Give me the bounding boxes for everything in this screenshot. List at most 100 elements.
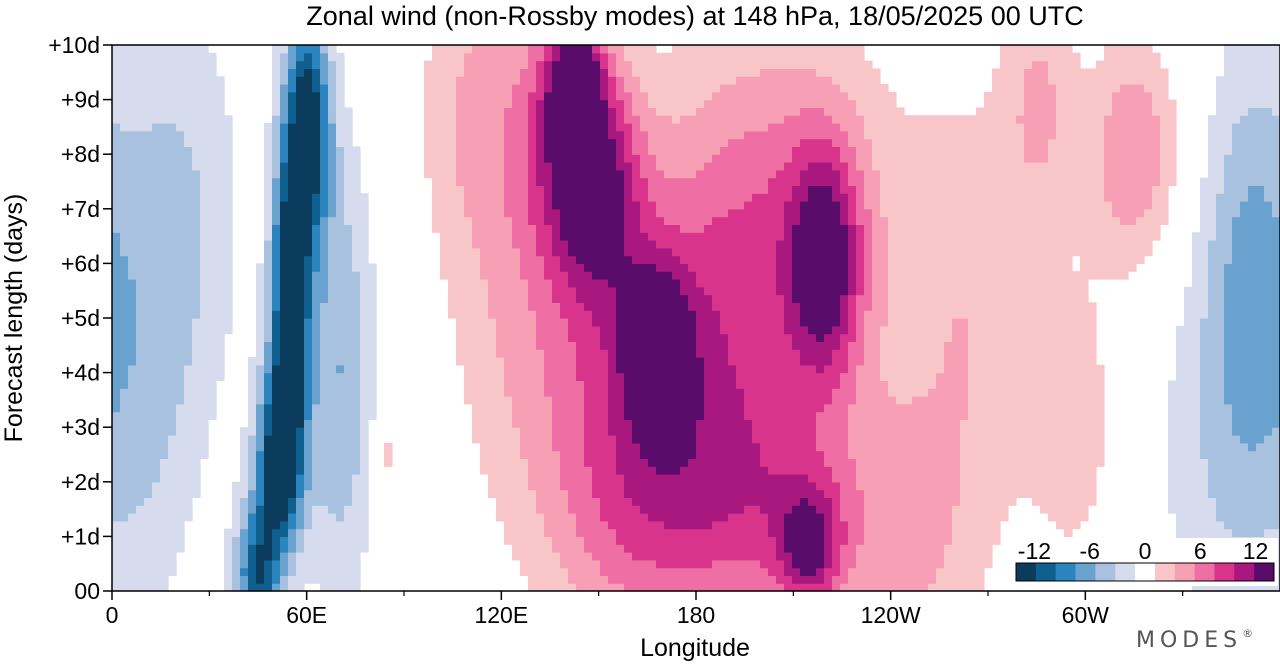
heatmap-cell [296, 474, 305, 483]
heatmap-cell [880, 567, 889, 576]
heatmap-cell [712, 474, 721, 483]
heatmap-cell [616, 341, 625, 350]
heatmap-cell [1184, 403, 1193, 413]
heatmap-cell [584, 318, 593, 327]
heatmap-cell [896, 466, 905, 475]
heatmap-cell [1200, 271, 1209, 280]
heatmap-cell [1256, 341, 1265, 350]
heatmap-cell [552, 474, 561, 483]
heatmap-cell [1256, 528, 1265, 537]
heatmap-cell [1176, 388, 1185, 397]
heatmap-cell [1040, 364, 1049, 374]
heatmap-cell [768, 318, 777, 327]
heatmap-cell [984, 341, 993, 350]
heatmap-cell [488, 450, 497, 459]
heatmap-cell [1008, 474, 1017, 483]
heatmap-cell [560, 333, 569, 342]
heatmap-cell [360, 450, 369, 459]
heatmap-cell [992, 458, 1001, 467]
heatmap-cell [872, 458, 881, 467]
heatmap-cell [1248, 333, 1257, 342]
heatmap-cell [736, 271, 745, 280]
heatmap-cell [720, 333, 729, 342]
heatmap-cell [544, 372, 553, 381]
heatmap-cell [912, 403, 921, 413]
heatmap-cell [608, 372, 617, 381]
heatmap-cell [504, 489, 513, 498]
heatmap-cell [168, 466, 177, 475]
heatmap-cell [168, 536, 177, 545]
heatmap-cell [560, 279, 569, 288]
heatmap-cell [1040, 474, 1049, 483]
heatmap-cell [320, 349, 329, 358]
heatmap-cell [1008, 325, 1017, 335]
heatmap-cell [568, 255, 577, 264]
heatmap-cell [1088, 442, 1097, 452]
heatmap-cell [784, 325, 793, 335]
heatmap-cell [128, 271, 137, 280]
heatmap-cell [168, 435, 177, 444]
heatmap-cell [560, 552, 569, 561]
heatmap-cell [272, 450, 281, 459]
heatmap-cell [1232, 364, 1241, 374]
heatmap-cell [504, 458, 513, 467]
heatmap-cell [1264, 349, 1273, 358]
heatmap-cell [1024, 255, 1033, 264]
heatmap-cell [792, 294, 801, 303]
heatmap-cell [944, 279, 953, 288]
heatmap-cell [1232, 388, 1241, 397]
heatmap-cell [832, 271, 841, 280]
heatmap-cell [176, 333, 185, 342]
heatmap-cell [512, 380, 521, 389]
heatmap-cell [888, 357, 897, 366]
heatmap-cell [184, 325, 193, 335]
heatmap-cell [792, 403, 801, 413]
heatmap-cell [1016, 466, 1025, 475]
heatmap-cell [752, 481, 761, 491]
heatmap-cell [496, 341, 505, 350]
heatmap-cell [576, 310, 585, 319]
heatmap-cell [584, 489, 593, 498]
heatmap-cell [240, 435, 249, 444]
heatmap-cell [912, 435, 921, 444]
heatmap-cell [808, 575, 817, 584]
heatmap-cell [720, 552, 729, 561]
heatmap-cell [864, 349, 873, 358]
heatmap-cell [768, 481, 777, 491]
heatmap-cell [896, 419, 905, 428]
heatmap-cell [728, 583, 737, 592]
heatmap-cell [144, 435, 153, 444]
heatmap-cell [976, 310, 985, 319]
heatmap-cell [824, 427, 833, 436]
heatmap-cell [984, 302, 993, 311]
heatmap-cell [848, 341, 857, 350]
heatmap-cell [864, 271, 873, 280]
heatmap-cell [824, 263, 833, 272]
heatmap-cell [352, 450, 361, 459]
heatmap-cell [1232, 450, 1241, 459]
heatmap-cell [928, 466, 937, 475]
heatmap-cell [912, 497, 921, 506]
heatmap-cell [736, 544, 745, 553]
heatmap-cell [128, 388, 137, 397]
heatmap-cell [360, 544, 369, 553]
heatmap-cell [808, 255, 817, 264]
heatmap-cell [240, 442, 249, 452]
heatmap-cell [1224, 364, 1233, 374]
heatmap-cell [504, 403, 513, 413]
heatmap-cell [328, 380, 337, 389]
heatmap-cell [1200, 489, 1209, 498]
heatmap-cell [728, 481, 737, 491]
heatmap-cell [288, 567, 297, 576]
heatmap-cell [816, 489, 825, 498]
heatmap-cell [1256, 255, 1265, 264]
heatmap-cell [528, 302, 537, 311]
heatmap-cell [144, 474, 153, 483]
heatmap-cell [696, 411, 705, 420]
heatmap-cell [1208, 255, 1217, 264]
heatmap-cell [768, 575, 777, 584]
heatmap-cell [112, 481, 121, 491]
heatmap-cell [768, 325, 777, 335]
heatmap-cell [864, 318, 873, 327]
heatmap-cell [1272, 357, 1280, 366]
